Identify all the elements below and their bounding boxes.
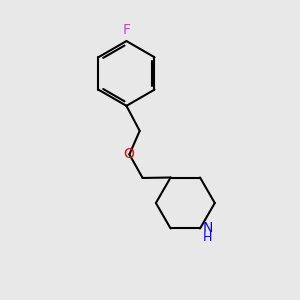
Text: F: F	[122, 22, 130, 37]
Text: H: H	[202, 231, 212, 244]
Text: N: N	[202, 221, 213, 236]
Text: O: O	[123, 147, 134, 161]
